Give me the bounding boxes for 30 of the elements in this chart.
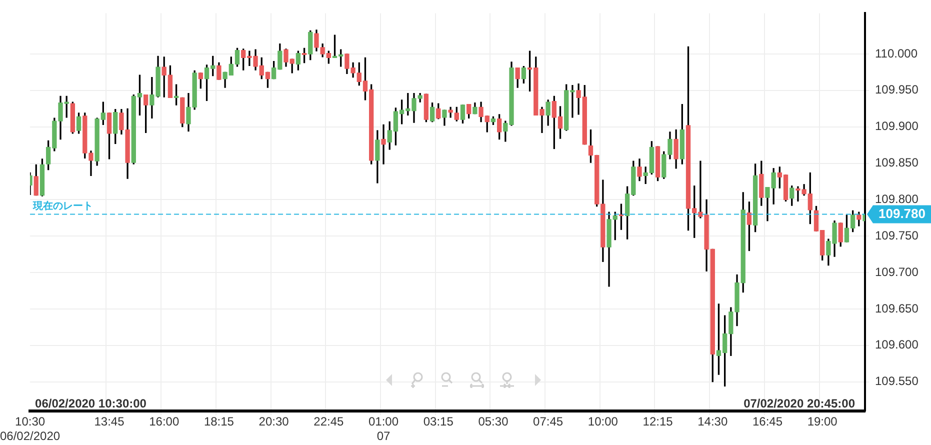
x-tick-label: 19:00 bbox=[807, 414, 838, 429]
y-tick-label: 109.600 bbox=[875, 338, 919, 352]
text: 109.780 bbox=[878, 206, 926, 221]
x-tick-label: 16:45 bbox=[752, 414, 783, 429]
annotation: 06/02/2020 10:30:00 bbox=[35, 396, 147, 410]
y-tick-label: 109.900 bbox=[875, 119, 919, 134]
x-tick-label: 05:30 bbox=[478, 414, 509, 429]
x-tick-label: 22:45 bbox=[314, 414, 344, 429]
x-tick-label: 10:30 06/02/2020 bbox=[0, 414, 60, 443]
y-tick-label: 109.800 bbox=[875, 192, 919, 206]
y-tick-label: 109.850 bbox=[875, 156, 919, 170]
y-tick-label: 109.750 bbox=[875, 228, 919, 242]
candlestick bbox=[381, 124, 386, 164]
x-tick-label: 18:15 bbox=[204, 414, 234, 429]
x-tick-label: 12:15 bbox=[642, 414, 674, 429]
y-tick-label: 109.700 bbox=[875, 264, 919, 279]
x-tick-label: 10:00 bbox=[588, 414, 618, 429]
x-tick-label: 20:30 bbox=[258, 414, 290, 429]
x-tick-label: 16:00 bbox=[149, 414, 180, 429]
x-tick-label: 13:45 bbox=[94, 414, 125, 429]
x-tick-label: 01:00 07 bbox=[368, 414, 399, 443]
annotation: 07/02/2020 20:45:00 bbox=[744, 396, 856, 410]
x-tick-label: 14:30 bbox=[698, 414, 728, 429]
y-tick-label: 109.950 bbox=[875, 82, 919, 97]
y-tick-label: 109.650 bbox=[875, 301, 919, 316]
y-tick-label: 109.550 bbox=[875, 374, 919, 388]
x-tick-label: 07:45 bbox=[533, 414, 564, 429]
y-tick-label: 110.000 bbox=[875, 46, 918, 60]
ref-line-label: 現在のレート bbox=[32, 200, 94, 212]
x-tick-label: 03:15 bbox=[423, 414, 454, 429]
